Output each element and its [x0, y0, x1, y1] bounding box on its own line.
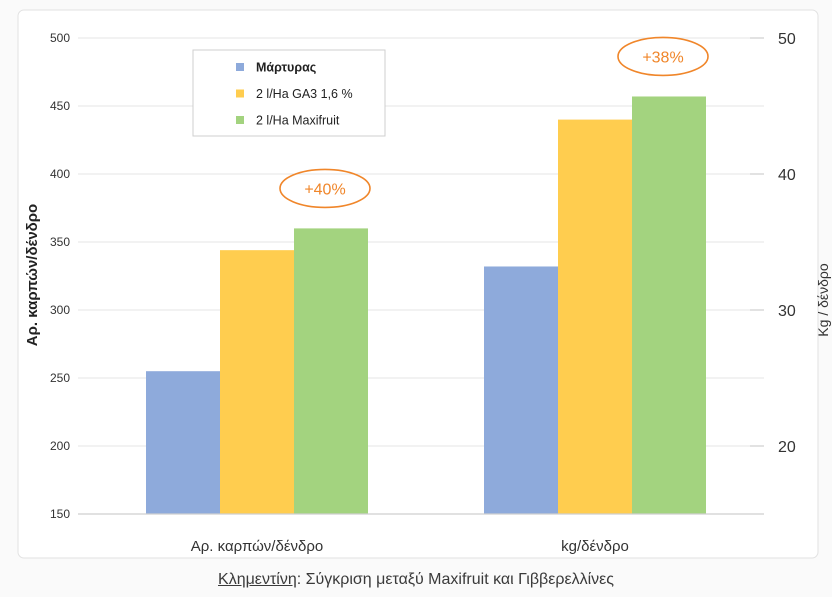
secondary-y-tick-label: 20: [778, 439, 796, 456]
bar: [484, 266, 558, 514]
y-tick-label: 350: [50, 235, 70, 249]
bar: [146, 371, 220, 514]
y-tick-label: 400: [50, 167, 70, 181]
x-category-label: Αρ. καρπών/δένδρο: [191, 538, 323, 555]
figure-caption: Κλημεντίνη: Σύγκριση μεταξύ Maxifruit κα…: [0, 571, 832, 589]
secondary-y-tick-label: 50: [778, 31, 796, 48]
y-tick-label: 450: [50, 99, 70, 113]
bar: [558, 119, 632, 514]
legend-label: 2 l/Ha GA3 1,6 %: [256, 87, 353, 101]
percent-change-annotation: +38%: [617, 36, 709, 77]
y-tick-label: 300: [50, 303, 70, 317]
legend-swatch: [236, 63, 244, 71]
x-category-label: kg/δένδρο: [561, 538, 629, 555]
y-axis-title: Αρ. καρπών/δένδρο: [24, 204, 41, 346]
legend-swatch: [236, 116, 244, 124]
annotation-ellipse: [279, 168, 371, 209]
legend-item: 2 l/Ha Maxifruit: [236, 114, 340, 128]
secondary-y-axis-title: Kg / δένδρο: [815, 263, 831, 337]
legend-label: 2 l/Ha Maxifruit: [256, 114, 340, 128]
secondary-y-tick-label: 40: [778, 167, 796, 184]
y-tick-label: 500: [50, 31, 70, 45]
y-tick-label: 150: [50, 507, 70, 521]
annotation-label: +38%: [642, 49, 683, 66]
legend-swatch: [236, 89, 244, 98]
y-tick-label: 250: [50, 371, 70, 385]
bar: [294, 228, 368, 514]
caption-text: : Σύγκριση μεταξύ Maxifruit και Γιββερελ…: [296, 571, 614, 588]
caption-title: Κλημεντίνη: [218, 571, 297, 588]
secondary-y-tick-label: 30: [778, 303, 796, 320]
legend-frame: [192, 49, 386, 137]
percent-change-annotation: +40%: [279, 168, 371, 209]
bar: [220, 250, 294, 514]
annotation-label: +40%: [304, 181, 345, 198]
legend-item: 2 l/Ha GA3 1,6 %: [236, 87, 353, 101]
legend-label: Μάρτυρας: [256, 61, 316, 75]
legend: Μάρτυρας 2 l/Ha GA3 1,6 % 2 l/Ha Maxifruit: [192, 49, 386, 137]
y-tick-label: 200: [50, 439, 70, 453]
bar: [632, 96, 706, 514]
legend-item: Μάρτυρας: [236, 61, 316, 75]
plot-area: 150 200 250 300 350 400 450 500 20 30 40 50 Αρ. καρπ…: [50, 31, 796, 555]
annotation-ellipse: [617, 36, 709, 77]
